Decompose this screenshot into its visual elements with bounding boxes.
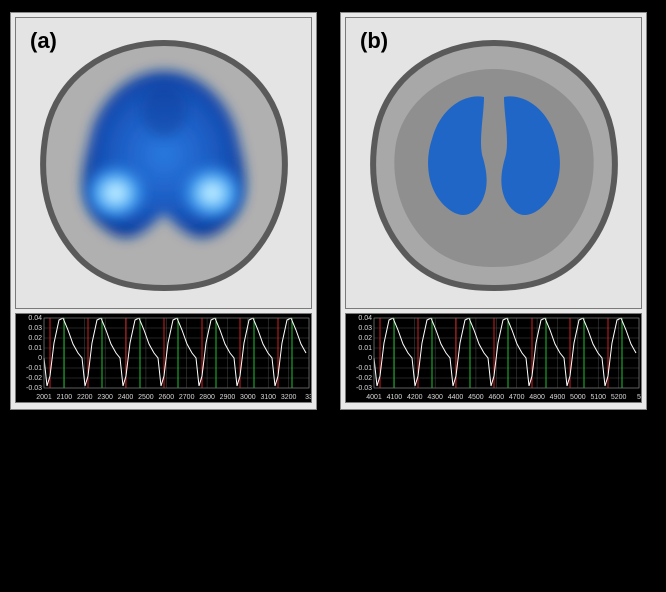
svg-text:0.03: 0.03: [28, 325, 42, 332]
panel-label-b: (b): [354, 26, 394, 56]
svg-text:-0.03: -0.03: [26, 385, 42, 392]
svg-text:0.03: 0.03: [358, 325, 372, 332]
svg-text:4200: 4200: [407, 394, 423, 401]
svg-text:3000: 3000: [240, 394, 256, 401]
bottom-blank: [0, 410, 666, 592]
svg-text:33: 33: [305, 394, 311, 401]
svg-text:-0.03: -0.03: [356, 385, 372, 392]
svg-text:4900: 4900: [550, 394, 566, 401]
svg-text:-0.01: -0.01: [26, 365, 42, 372]
svg-text:2100: 2100: [57, 394, 73, 401]
svg-text:0.02: 0.02: [358, 335, 372, 342]
waveform-a: 0.04 0.03 0.02 0.01 0 -0.01 -0.02 -0.03 2001 2100…: [15, 313, 312, 403]
panel-label-a: (a): [24, 26, 63, 56]
svg-text:5000: 5000: [570, 394, 586, 401]
svg-text:4500: 4500: [468, 394, 484, 401]
svg-text:2700: 2700: [179, 394, 195, 401]
svg-text:0.02: 0.02: [28, 335, 42, 342]
waveform-svg-a: 0.04 0.03 0.02 0.01 0 -0.01 -0.02 -0.03 2001 2100…: [16, 314, 311, 402]
svg-text:4700: 4700: [509, 394, 525, 401]
svg-text:2500: 2500: [138, 394, 154, 401]
svg-text:-0.02: -0.02: [356, 375, 372, 382]
svg-text:0.04: 0.04: [28, 315, 42, 322]
mid-band-b: [394, 69, 593, 267]
svg-text:3200: 3200: [281, 394, 297, 401]
svg-text:0.01: 0.01: [28, 345, 42, 352]
svg-text:2300: 2300: [97, 394, 113, 401]
svg-text:4800: 4800: [529, 394, 545, 401]
panel-b: (b) 0.04 0.03 0.02 0.01 0 -0.01 -0.02 -0.03 4001…: [340, 12, 647, 410]
svg-text:0: 0: [368, 355, 372, 362]
svg-text:5: 5: [637, 394, 641, 401]
svg-text:4100: 4100: [387, 394, 403, 401]
svg-text:5200: 5200: [611, 394, 627, 401]
svg-text:5100: 5100: [590, 394, 606, 401]
panel-a: (a): [10, 12, 317, 410]
slice-view-a: (a): [15, 17, 312, 309]
slice-svg-a: [24, 23, 304, 303]
svg-text:4400: 4400: [448, 394, 464, 401]
slice-svg-b: [354, 23, 634, 303]
waveform-svg-b: 0.04 0.03 0.02 0.01 0 -0.01 -0.02 -0.03 4001 4100…: [346, 314, 641, 402]
svg-text:2200: 2200: [77, 394, 93, 401]
waveform-b: 0.04 0.03 0.02 0.01 0 -0.01 -0.02 -0.03 4001 4100…: [345, 313, 642, 403]
svg-text:2800: 2800: [199, 394, 215, 401]
svg-text:-0.02: -0.02: [26, 375, 42, 382]
svg-text:2600: 2600: [159, 394, 175, 401]
svg-text:3100: 3100: [260, 394, 276, 401]
svg-text:2400: 2400: [118, 394, 134, 401]
svg-text:2900: 2900: [220, 394, 236, 401]
svg-text:4600: 4600: [489, 394, 505, 401]
svg-text:4001: 4001: [366, 394, 382, 401]
svg-text:0.01: 0.01: [358, 345, 372, 352]
svg-text:0.04: 0.04: [358, 315, 372, 322]
slice-view-b: (b): [345, 17, 642, 309]
svg-text:2001: 2001: [36, 394, 52, 401]
canvas-root: (a): [0, 0, 666, 592]
svg-text:-0.01: -0.01: [356, 365, 372, 372]
svg-text:4300: 4300: [427, 394, 443, 401]
svg-text:0: 0: [38, 355, 42, 362]
